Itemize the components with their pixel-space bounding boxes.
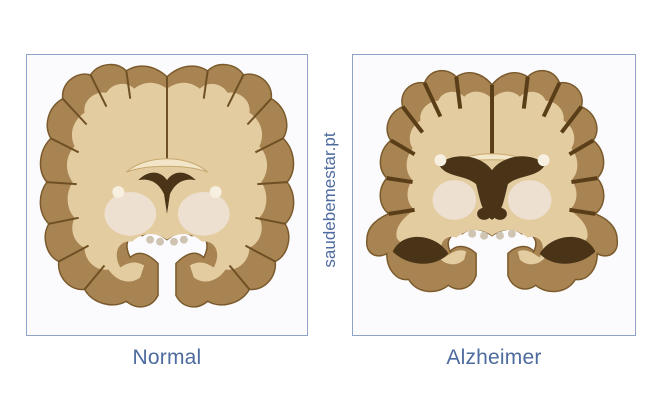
normal-brain-illustration [39, 63, 295, 308]
caption-normal: Normal [132, 346, 202, 369]
normal-corpus-callosum [125, 158, 209, 173]
normal-basal-ganglia-right [177, 192, 230, 236]
normal-ventricles [138, 172, 196, 214]
normal-sulci [46, 70, 288, 290]
alzheimer-basal-ganglia-right [507, 180, 552, 220]
alzheimer-brain-illustration [366, 69, 618, 293]
site-watermark: saudebemestar.pt [320, 132, 339, 268]
alzheimer-brain-panel [352, 54, 636, 336]
alzheimer-ventricles [438, 156, 546, 220]
caption-alzheimer: Alzheimer [446, 346, 542, 369]
normal-basal-ganglia-left [104, 192, 157, 236]
normal-brain-panel [26, 54, 308, 336]
alzheimer-temporal-gap-right [539, 236, 596, 264]
alzheimer-basal-ganglia-left [432, 180, 477, 220]
alzheimer-temporal-gap-left [392, 236, 449, 264]
alzheimer-sulci [386, 76, 598, 216]
